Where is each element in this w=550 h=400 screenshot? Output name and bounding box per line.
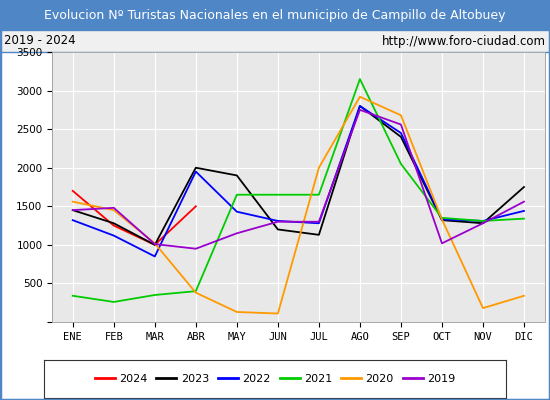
Text: Evolucion Nº Turistas Nacionales en el municipio de Campillo de Altobuey: Evolucion Nº Turistas Nacionales en el m… bbox=[44, 8, 506, 22]
Text: 2019 - 2024: 2019 - 2024 bbox=[4, 34, 76, 48]
Legend: 2024, 2023, 2022, 2021, 2020, 2019: 2024, 2023, 2022, 2021, 2020, 2019 bbox=[90, 370, 460, 388]
Text: http://www.foro-ciudad.com: http://www.foro-ciudad.com bbox=[382, 34, 546, 48]
